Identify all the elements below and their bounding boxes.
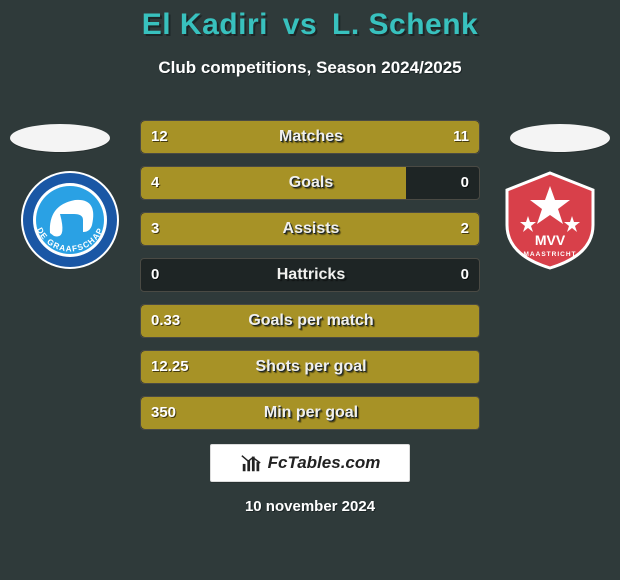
title-vs: vs xyxy=(283,8,317,41)
stat-value-left: 12 xyxy=(151,121,168,154)
club-badge-left: DE GRAAFSCHAP xyxy=(20,170,120,270)
stat-value-right: 0 xyxy=(461,167,469,200)
stat-bar-left xyxy=(141,351,480,383)
bar-chart-icon xyxy=(240,452,262,474)
de-graafschap-logo-icon: DE GRAAFSCHAP xyxy=(20,170,120,270)
stat-bar-left xyxy=(141,305,480,337)
stat-row: 12.25Shots per goal xyxy=(140,350,480,384)
stat-bar-left xyxy=(141,213,345,245)
stat-value-right: 11 xyxy=(453,121,469,154)
brand-badge[interactable]: FcTables.com xyxy=(210,444,410,482)
stat-bar-right xyxy=(343,213,479,245)
comparison-title: El Kadiri vs L. Schenk xyxy=(0,8,620,42)
svg-text:MVV: MVV xyxy=(535,232,566,248)
stat-value-right: 0 xyxy=(461,259,469,292)
footer-date: 10 november 2024 xyxy=(0,498,620,515)
player1-name: El Kadiri xyxy=(142,8,268,41)
stat-row: 0.33Goals per match xyxy=(140,304,480,338)
mvv-logo-icon: MVV MAASTRICHT xyxy=(500,170,600,270)
stat-value-left: 0.33 xyxy=(151,305,180,338)
stat-rows: 1211Matches40Goals32Assists00Hattricks0.… xyxy=(140,120,480,442)
stat-value-right: 2 xyxy=(461,213,469,246)
stat-row: 1211Matches xyxy=(140,120,480,154)
stat-label: Hattricks xyxy=(141,259,480,292)
stat-bar-left xyxy=(141,167,406,199)
stat-value-left: 3 xyxy=(151,213,159,246)
club-badge-right: MVV MAASTRICHT xyxy=(500,170,600,270)
stat-row: 350Min per goal xyxy=(140,396,480,430)
stat-bar-left xyxy=(141,397,480,429)
player2-photo-placeholder xyxy=(510,124,610,152)
stat-value-left: 350 xyxy=(151,397,176,430)
stat-row: 0 0Hattricks xyxy=(140,258,480,292)
brand-text: FcTables.com xyxy=(268,453,381,473)
stat-row: 40Goals xyxy=(140,166,480,200)
stat-value-left: 12.25 xyxy=(151,351,189,384)
stat-value-left: 0 xyxy=(151,259,159,292)
stat-row: 32Assists xyxy=(140,212,480,246)
player2-name: L. Schenk xyxy=(332,8,478,41)
player1-photo-placeholder xyxy=(10,124,110,152)
svg-text:MAASTRICHT: MAASTRICHT xyxy=(524,251,577,258)
stat-value-left: 4 xyxy=(151,167,159,200)
subtitle: Club competitions, Season 2024/2025 xyxy=(0,58,620,78)
